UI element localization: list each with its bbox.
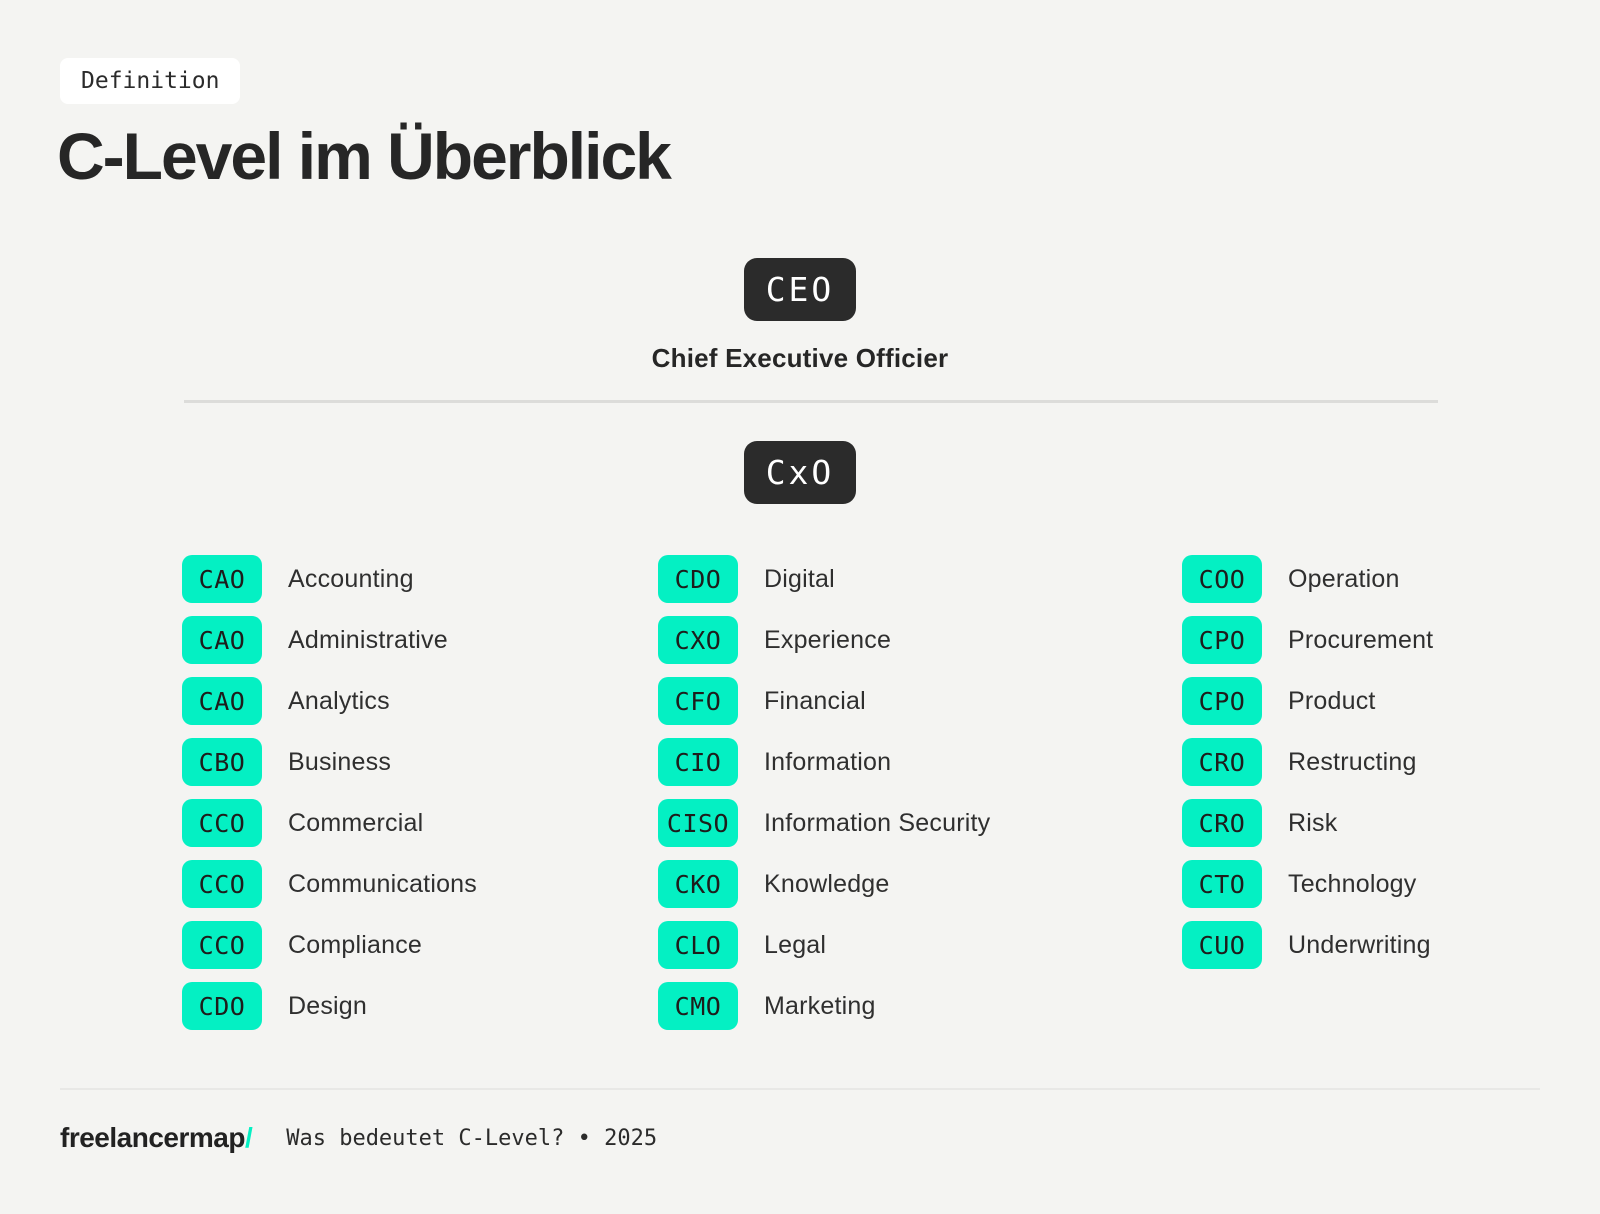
role-row: CIO Information <box>658 738 990 786</box>
role-row: COO Operation <box>1182 555 1433 603</box>
role-acronym-badge: CAO <box>182 677 262 725</box>
role-label: Restructing <box>1288 747 1417 776</box>
brand-logo: freelancermap/ <box>60 1122 253 1154</box>
role-acronym-badge: COO <box>1182 555 1262 603</box>
role-row: CPO Product <box>1182 677 1433 725</box>
role-label: Commercial <box>288 808 424 837</box>
role-column-2: CDO Digital CXO Experience CFO Financial CIO In… <box>658 555 990 1043</box>
role-row: CUO Underwriting <box>1182 921 1433 969</box>
role-column-1: CAO Accounting CAO Administrative CAO Analyti… <box>182 555 477 1043</box>
role-label: Legal <box>764 930 827 959</box>
role-label: Communications <box>288 869 477 898</box>
cxo-badge: CxO <box>744 441 856 504</box>
role-acronym-badge: CDO <box>658 555 738 603</box>
role-row: CKO Knowledge <box>658 860 990 908</box>
role-label: Procurement <box>1288 625 1434 654</box>
role-row: CLO Legal <box>658 921 990 969</box>
footer-caption: Was bedeutet C-Level? • 2025 <box>286 1125 658 1151</box>
role-acronym-badge: CCO <box>182 799 262 847</box>
role-label: Risk <box>1288 808 1338 837</box>
role-acronym-badge: CAO <box>182 555 262 603</box>
role-row: CPO Procurement <box>1182 616 1433 664</box>
role-row: CFO Financial <box>658 677 990 725</box>
role-acronym-badge: CIO <box>658 738 738 786</box>
role-acronym-badge: CISO <box>658 799 738 847</box>
role-acronym-badge: CCO <box>182 860 262 908</box>
definition-tag: Definition <box>60 58 241 104</box>
role-acronym-badge: CXO <box>658 616 738 664</box>
footer: freelancermap/ Was bedeutet C-Level? • 2… <box>60 1122 657 1154</box>
role-row: CXO Experience <box>658 616 990 664</box>
role-label: Financial <box>764 686 866 715</box>
role-acronym-badge: CPO <box>1182 677 1262 725</box>
role-label: Compliance <box>288 930 423 959</box>
ceo-badge: CEO <box>744 258 856 321</box>
role-label: Accounting <box>288 564 414 593</box>
role-acronym-badge: CDO <box>182 982 262 1030</box>
definition-tag-label: Definition <box>81 68 220 94</box>
role-row: CDO Design <box>182 982 477 1030</box>
role-label: Analytics <box>288 686 390 715</box>
role-acronym-badge: CCO <box>182 921 262 969</box>
brand-slash-icon: / <box>244 1122 253 1153</box>
role-acronym-badge: CUO <box>1182 921 1262 969</box>
role-row: CAO Administrative <box>182 616 477 664</box>
role-label: Administrative <box>288 625 448 654</box>
role-row: CRO Risk <box>1182 799 1433 847</box>
role-row: CMO Marketing <box>658 982 990 1030</box>
role-label: Information <box>764 747 892 776</box>
role-row: CTO Technology <box>1182 860 1433 908</box>
role-acronym-badge: CKO <box>658 860 738 908</box>
role-label: Underwriting <box>1288 930 1431 959</box>
role-label: Product <box>1288 686 1376 715</box>
role-row: CISO Information Security <box>658 799 990 847</box>
role-acronym-badge: CRO <box>1182 799 1262 847</box>
role-row: CCO Communications <box>182 860 477 908</box>
page-title: C-Level im Überblick <box>57 119 672 193</box>
role-label: Design <box>288 991 368 1020</box>
role-acronym-badge: CAO <box>182 616 262 664</box>
role-label: Operation <box>1288 564 1400 593</box>
role-row: CRO Restructing <box>1182 738 1433 786</box>
role-label: Knowledge <box>764 869 890 898</box>
footer-divider <box>60 1088 1540 1090</box>
role-row: CCO Compliance <box>182 921 477 969</box>
role-label: Information Security <box>764 808 991 837</box>
role-row: CAO Accounting <box>182 555 477 603</box>
role-acronym-badge: CFO <box>658 677 738 725</box>
role-row: CCO Commercial <box>182 799 477 847</box>
role-row: CBO Business <box>182 738 477 786</box>
ceo-full-title: Chief Executive Officier <box>651 343 949 373</box>
hierarchy-divider <box>184 400 1438 403</box>
role-column-3: COO Operation CPO Procurement CPO Product CRO R… <box>1182 555 1433 982</box>
role-label: Business <box>288 747 392 776</box>
role-acronym-badge: CRO <box>1182 738 1262 786</box>
role-acronym-badge: CBO <box>182 738 262 786</box>
role-acronym-badge: CTO <box>1182 860 1262 908</box>
role-label: Experience <box>764 625 892 654</box>
role-label: Digital <box>764 564 835 593</box>
role-row: CDO Digital <box>658 555 990 603</box>
role-label: Marketing <box>764 991 876 1020</box>
role-acronym-badge: CMO <box>658 982 738 1030</box>
role-acronym-badge: CPO <box>1182 616 1262 664</box>
role-label: Technology <box>1288 869 1417 898</box>
role-acronym-badge: CLO <box>658 921 738 969</box>
brand-logo-text: freelancermap <box>60 1122 245 1153</box>
role-row: CAO Analytics <box>182 677 477 725</box>
